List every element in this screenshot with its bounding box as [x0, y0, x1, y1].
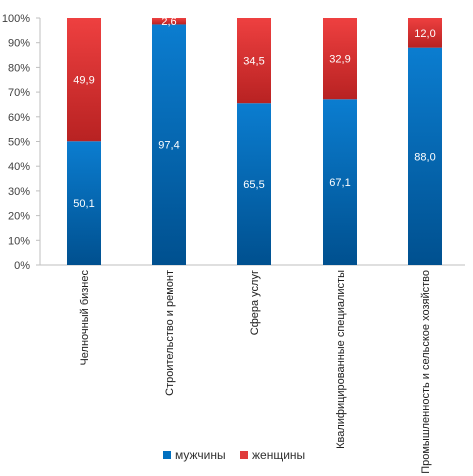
- y-tick-label: 60%: [8, 112, 30, 124]
- y-axis: 0% 10% 20% 30% 40% 50% 60% 70% 80% 90% 100%: [2, 13, 465, 272]
- data-label: 50,1: [73, 198, 94, 210]
- bar-segment-male: [67, 141, 101, 265]
- category-label: Челночный бизнес: [79, 270, 91, 366]
- data-label: 32,9: [329, 54, 350, 66]
- data-label: 49,9: [73, 75, 94, 87]
- category-labels: Челночный бизнес Строительство и ремонт Сф…: [79, 270, 432, 474]
- y-tick-label: 20%: [8, 211, 30, 223]
- legend-label-male: мужчины: [175, 448, 226, 462]
- bar-segment-female: [67, 18, 101, 142]
- data-label: 67,1: [329, 177, 350, 189]
- data-label: 34,5: [243, 56, 264, 68]
- y-tick-label: 70%: [8, 87, 30, 99]
- y-tick-label: 40%: [8, 161, 30, 173]
- data-label: 65,5: [243, 179, 264, 191]
- bars: [67, 18, 442, 266]
- category-label: Сфера услуг: [249, 270, 261, 335]
- legend-swatch-female: [240, 451, 248, 459]
- bar-segment-male: [408, 47, 442, 265]
- data-label: 88,0: [414, 151, 435, 163]
- y-tick-label: 80%: [8, 62, 30, 74]
- bar-segment-female: [408, 18, 442, 48]
- bar-segment-male: [323, 99, 357, 265]
- data-labels: 50,1 49,9 97,4 2,6 65,5 34,5 67,1 32,9 88,0 12,0: [73, 16, 435, 210]
- data-label: 2,6: [161, 16, 176, 28]
- data-label: 97,4: [158, 140, 179, 152]
- y-tick-label: 90%: [8, 38, 30, 50]
- legend: мужчины женщины: [163, 448, 305, 462]
- y-tick-label: 10%: [8, 235, 30, 247]
- bar-segment-female: [237, 18, 271, 104]
- bar-segment-female: [323, 18, 357, 100]
- y-tick-label: 0%: [14, 260, 30, 272]
- legend-label-female: женщины: [252, 448, 305, 462]
- legend-swatch-male: [163, 451, 171, 459]
- category-label: Строительство и ремонт: [164, 270, 176, 396]
- category-label: Промышленность и сельское хозяйство: [420, 270, 432, 474]
- y-tick-label: 100%: [2, 13, 30, 25]
- bar-segment-male: [237, 103, 271, 265]
- bar-segment-male: [152, 24, 186, 266]
- y-tick-label: 30%: [8, 186, 30, 198]
- bar-segment-female: [152, 18, 186, 25]
- category-label: Квалифицированные специалисты: [335, 270, 347, 449]
- data-label: 12,0: [414, 28, 435, 40]
- y-tick-label: 50%: [8, 137, 30, 149]
